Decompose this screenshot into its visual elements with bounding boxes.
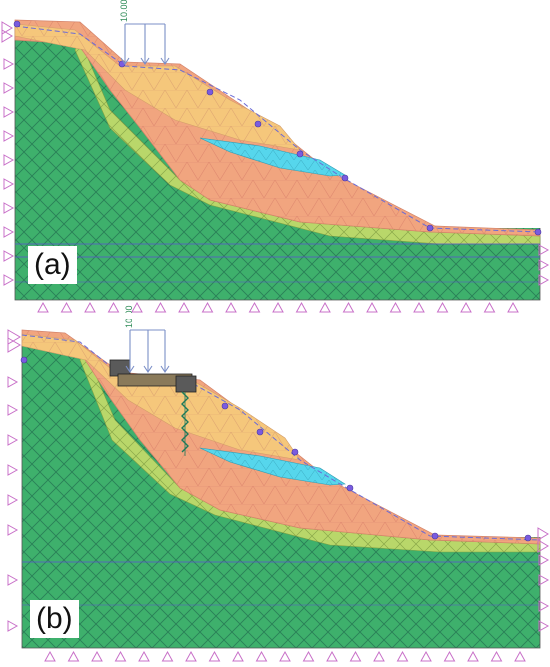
node-point-icon <box>20 356 532 542</box>
roller-support-icon <box>3 82 14 94</box>
roller-support-icon <box>3 178 14 190</box>
roller-support-icon <box>366 302 378 313</box>
roller-support-icon <box>296 302 307 313</box>
phreatic-line <box>21 334 541 541</box>
roller-support-icon <box>7 376 18 388</box>
load-value-label: 10.00 <box>119 0 129 22</box>
load-arrow-icon <box>120 23 170 65</box>
roller-support-icon <box>3 202 14 214</box>
load-arrow-icon <box>125 329 170 373</box>
roller-support-icon <box>232 651 244 662</box>
roller-support-icon <box>185 651 197 662</box>
roller-support-icon <box>343 302 354 313</box>
roller-support-icon <box>7 574 18 586</box>
roller-support-icon <box>3 250 14 262</box>
roller-support-icon <box>155 302 166 313</box>
roller-support-icon <box>68 651 79 662</box>
roller-support-icon <box>3 106 14 118</box>
node-point-icon <box>13 20 542 236</box>
water-lens <box>199 447 346 486</box>
roller-support-icon <box>202 302 213 313</box>
roller-support-icon <box>390 302 401 313</box>
roller-support-icon <box>3 130 14 142</box>
roller-support-icon <box>272 302 284 313</box>
roller-support-icon <box>467 651 479 662</box>
roller-support-icon <box>209 651 220 662</box>
sky-region <box>15 0 550 228</box>
phreatic-line <box>14 25 541 233</box>
roller-support-icon <box>256 651 267 662</box>
roller-support-icon <box>7 464 18 476</box>
pin-support-icon <box>1 21 13 43</box>
roller-support-icon <box>413 302 425 313</box>
panel-b-slope-model: 10.00 <box>7 305 550 662</box>
roller-support-icon <box>514 651 526 662</box>
roller-support-icon <box>7 494 18 506</box>
roller-support-icon <box>7 404 18 416</box>
roller-support-icon <box>491 651 502 662</box>
roller-support-icon <box>249 302 260 313</box>
roller-support-icon <box>178 302 190 313</box>
roller-support-icon <box>61 302 72 313</box>
roller-support-icon <box>225 302 237 313</box>
roller-support-icon <box>138 651 150 662</box>
roller-support-icon <box>84 302 96 313</box>
panel-b-label: (b) <box>30 600 79 638</box>
roller-support-icon <box>397 651 408 662</box>
roller-support-icon <box>373 651 385 662</box>
roller-support-icon <box>437 302 448 313</box>
roller-support-icon <box>44 651 56 662</box>
retaining-pile <box>109 359 197 456</box>
panel-a-slope-model: 10.00 <box>1 0 550 313</box>
roller-support-icon <box>3 154 14 166</box>
roller-support-icon <box>7 524 18 536</box>
roller-support-icon <box>444 651 455 662</box>
panel-a-label: (a) <box>28 246 77 284</box>
roller-support-icon <box>303 651 314 662</box>
roller-support-icon <box>7 434 18 446</box>
water-lens <box>199 137 346 177</box>
roller-support-icon <box>7 620 18 632</box>
pin-support-icon <box>7 329 549 553</box>
roller-support-icon <box>350 651 361 662</box>
roller-support-icon <box>108 302 119 313</box>
roller-support-icon <box>420 651 432 662</box>
roller-support-icon <box>484 302 495 313</box>
roller-support-icon <box>91 651 103 662</box>
roller-support-icon <box>279 651 291 662</box>
roller-support-icon <box>3 58 14 70</box>
roller-support-icon <box>37 302 49 313</box>
roller-support-icon <box>319 302 331 313</box>
roller-support-icon <box>507 302 519 313</box>
roller-support-icon <box>115 651 126 662</box>
roller-support-icon <box>3 226 14 238</box>
roller-support-icon <box>162 651 173 662</box>
roller-support-icon <box>460 302 472 313</box>
roller-support-icon <box>326 651 338 662</box>
roller-support-icon <box>3 274 14 286</box>
